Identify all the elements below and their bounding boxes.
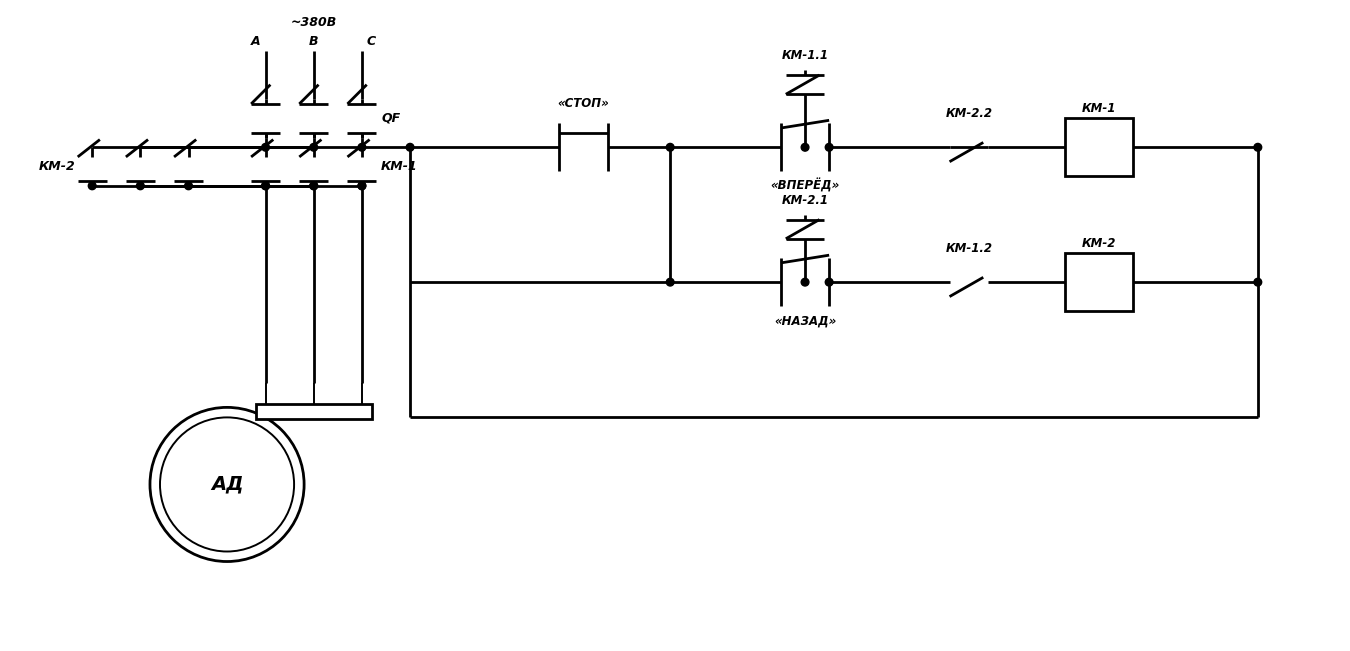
Circle shape <box>667 143 674 151</box>
Circle shape <box>136 182 144 189</box>
Bar <box>1065 253 1133 311</box>
Circle shape <box>161 417 294 551</box>
Text: КМ-1.2: КМ-1.2 <box>945 242 992 255</box>
Circle shape <box>310 182 317 189</box>
Text: АД: АД <box>211 475 243 494</box>
Text: КМ-2: КМ-2 <box>1081 237 1116 250</box>
Circle shape <box>358 182 366 189</box>
Text: КМ-1: КМ-1 <box>1081 102 1116 115</box>
Text: «НАЗАД»: «НАЗАД» <box>774 314 836 327</box>
Circle shape <box>1254 143 1262 151</box>
Text: КМ-2.1: КМ-2.1 <box>782 194 829 207</box>
Bar <box>1065 118 1133 176</box>
Circle shape <box>150 408 304 562</box>
Circle shape <box>310 182 317 189</box>
Text: B: B <box>309 35 319 48</box>
Circle shape <box>262 143 270 151</box>
Text: QF: QF <box>381 112 401 125</box>
Text: C: C <box>367 35 377 48</box>
Circle shape <box>358 143 366 151</box>
Circle shape <box>667 278 674 286</box>
Circle shape <box>262 182 270 189</box>
Circle shape <box>262 182 270 189</box>
Text: КМ-1.1: КМ-1.1 <box>782 49 829 62</box>
Text: КМ-2: КМ-2 <box>39 160 76 173</box>
Circle shape <box>825 143 833 151</box>
Circle shape <box>801 143 809 151</box>
Text: «СТОП»: «СТОП» <box>558 98 609 111</box>
Circle shape <box>1254 278 1262 286</box>
Circle shape <box>801 278 809 286</box>
Circle shape <box>88 182 96 189</box>
Bar <box>256 404 371 419</box>
Text: КМ-2.2: КМ-2.2 <box>945 107 992 120</box>
Text: КМ-1: КМ-1 <box>381 160 418 173</box>
Text: «ВПЕРЁД»: «ВПЕРЁД» <box>771 179 840 193</box>
Text: ~380В: ~380В <box>290 16 338 29</box>
Circle shape <box>358 182 366 189</box>
Circle shape <box>185 182 192 189</box>
Circle shape <box>825 278 833 286</box>
Text: A: A <box>251 35 261 48</box>
Circle shape <box>406 143 414 151</box>
Circle shape <box>310 143 317 151</box>
